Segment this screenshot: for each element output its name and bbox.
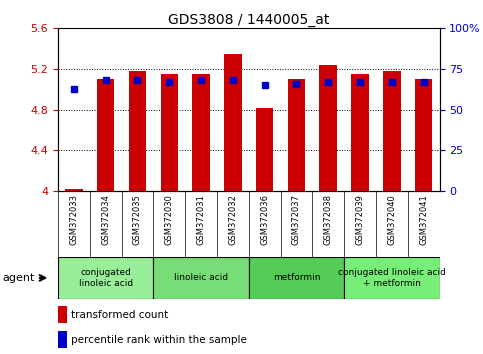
Bar [192,74,210,191]
Bar [128,71,146,191]
Text: GSM372039: GSM372039 [355,194,365,245]
Text: GSM372035: GSM372035 [133,194,142,245]
Bar [154,257,249,299]
Text: agent: agent [3,273,35,283]
Bar [288,79,305,191]
Bar [58,331,68,348]
Bar [351,74,369,191]
Bar [319,65,337,191]
Title: GDS3808 / 1440005_at: GDS3808 / 1440005_at [168,13,329,27]
Bar [224,54,242,191]
Text: GSM372033: GSM372033 [70,194,78,245]
Text: GSM372036: GSM372036 [260,194,269,245]
Bar [58,257,154,299]
Text: GSM372040: GSM372040 [387,194,397,245]
Bar [160,74,178,191]
Text: linoleic acid: linoleic acid [174,273,228,282]
Bar [249,257,344,299]
Bar [65,189,83,191]
Text: GSM372030: GSM372030 [165,194,174,245]
Text: GSM372037: GSM372037 [292,194,301,245]
Bar [58,306,68,323]
Text: conjugated linoleic acid
+ metformin: conjugated linoleic acid + metformin [338,268,446,287]
Bar [383,71,400,191]
Text: metformin: metformin [273,273,320,282]
Bar [97,79,114,191]
Bar [344,257,440,299]
Bar [415,79,432,191]
Text: GSM372038: GSM372038 [324,194,333,245]
Text: transformed count: transformed count [71,310,169,320]
Bar [256,108,273,191]
Text: percentile rank within the sample: percentile rank within the sample [71,335,247,344]
Text: GSM372032: GSM372032 [228,194,237,245]
Text: conjugated
linoleic acid: conjugated linoleic acid [79,268,133,287]
Text: GSM372041: GSM372041 [419,194,428,245]
Text: GSM372034: GSM372034 [101,194,110,245]
Text: GSM372031: GSM372031 [197,194,206,245]
